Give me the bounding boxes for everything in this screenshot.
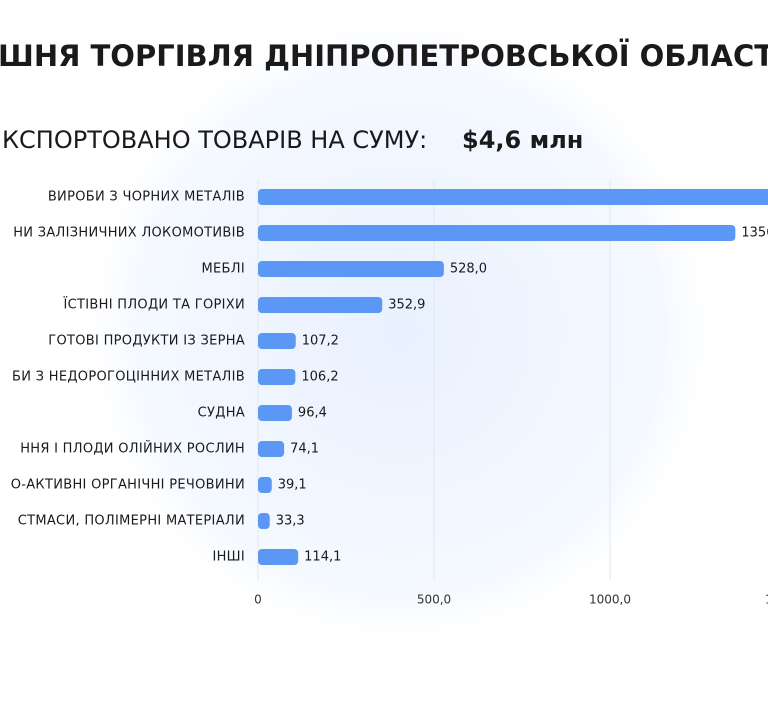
chart-subtitle: КСПОРТОВАНО ТОВАРІВ НА СУМУ: (2, 126, 427, 154)
category-label: СТМАСИ, ПОЛІМЕРНІ МАТЕРІАЛИ (18, 514, 245, 529)
chart-title: ШНЯ ТОРГІВЛЯ ДНІПРОПЕТРОВСЬКОЇ ОБЛАСТІ (0, 39, 768, 73)
value-label: 528,0 (450, 262, 487, 277)
value-label: 114,1 (304, 550, 341, 565)
category-label: СУДНА (198, 406, 245, 421)
x-tick-label: 500,0 (417, 593, 451, 607)
value-label: 74,1 (290, 442, 319, 457)
category-label: ВИРОБИ З ЧОРНИХ МЕТАЛІВ (48, 190, 245, 205)
value-label: 96,4 (298, 406, 327, 421)
bar (258, 513, 270, 529)
x-tick-label: 0 (254, 593, 262, 607)
category-label: ГОТОВІ ПРОДУКТИ ІЗ ЗЕРНА (48, 334, 245, 349)
category-label: НИ ЗАЛІЗНИЧНИХ ЛОКОМОТИВІВ (13, 226, 245, 241)
category-label: ІНШІ (212, 550, 245, 565)
value-label: 106,2 (301, 370, 338, 385)
category-label: ННЯ І ПЛОДИ ОЛІЙНИХ РОСЛИН (20, 441, 245, 457)
value-label: 39,1 (278, 478, 307, 493)
bar (258, 369, 296, 385)
bar (258, 333, 296, 349)
background-glow (70, 0, 730, 660)
bar (258, 225, 736, 241)
value-label: 1356,2 (741, 226, 768, 241)
value-label: 352,9 (388, 298, 425, 313)
x-tick-label: 1500,0 (765, 593, 768, 607)
bar (258, 405, 292, 421)
value-label: 33,3 (276, 514, 305, 529)
bar (258, 477, 272, 493)
x-tick-label: 1000,0 (589, 593, 631, 607)
bar (258, 297, 383, 313)
bar (258, 441, 285, 457)
bar (258, 189, 768, 205)
category-label: О-АКТИВНІ ОРГАНІЧНІ РЕЧОВИНИ (11, 478, 245, 493)
category-label: БИ З НЕДОРОГОЦІННИХ МЕТАЛІВ (12, 370, 245, 385)
value-label: 107,2 (302, 334, 339, 349)
total: $4,6 млн (462, 126, 583, 154)
category-label: МЕБЛІ (202, 262, 245, 277)
category-label: ЇСТІВНІ ПЛОДИ ТА ГОРІХИ (64, 297, 245, 313)
bar (258, 549, 299, 565)
bar (258, 261, 444, 277)
